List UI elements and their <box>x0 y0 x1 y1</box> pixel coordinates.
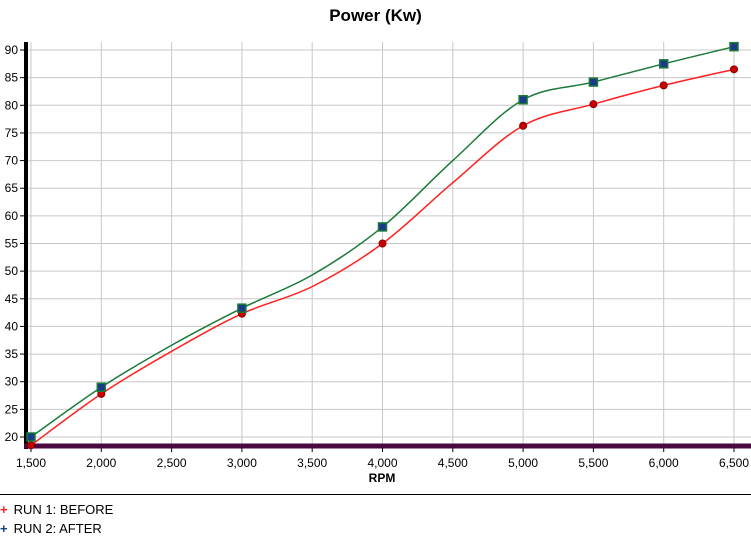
x-tick-label: 5,500 <box>578 456 608 470</box>
y-tick-label: 65 <box>5 181 19 195</box>
legend-marker-icon: + <box>0 502 8 517</box>
data-point <box>519 121 528 130</box>
data-point <box>730 65 738 74</box>
data-point <box>27 441 35 450</box>
legend-item-run1[interactable]: + RUN 1: BEFORE <box>0 502 113 517</box>
y-tick-label: 75 <box>5 126 19 140</box>
x-tick-label: 6,000 <box>649 456 679 470</box>
x-tick-label: 2,000 <box>86 456 116 470</box>
data-point <box>237 303 247 313</box>
y-tick-label: 55 <box>5 237 19 251</box>
y-tick-label: 80 <box>5 98 19 112</box>
data-point <box>589 100 598 109</box>
data-point <box>26 432 36 442</box>
y-tick-label: 20 <box>5 430 19 444</box>
x-tick-label: 3,000 <box>227 456 257 470</box>
legend-label: RUN 1: BEFORE <box>13 502 114 517</box>
y-tick-label: 30 <box>5 375 19 389</box>
y-tick-label: 85 <box>5 71 19 85</box>
y-tick-label: 45 <box>5 292 19 306</box>
y-tick-label: 60 <box>5 209 19 223</box>
data-point <box>659 81 668 90</box>
data-point <box>518 95 528 105</box>
x-tick-label: 2,500 <box>157 456 187 470</box>
y-tick-label: 35 <box>5 347 19 361</box>
data-point <box>729 41 739 52</box>
legend-item-run2[interactable]: + RUN 2: AFTER <box>0 521 102 536</box>
y-tick-label: 50 <box>5 264 19 278</box>
y-tick-label: 25 <box>5 402 19 416</box>
data-point <box>378 239 387 248</box>
x-tick-label: 3,500 <box>297 456 327 470</box>
data-point <box>96 382 107 392</box>
data-point <box>377 222 388 232</box>
x-tick-label: 1,500 <box>16 456 46 470</box>
legend-label: RUN 2: AFTER <box>13 521 102 536</box>
chart-title: Power (Kw) <box>329 6 422 25</box>
x-tick-label: 4,000 <box>367 456 397 470</box>
data-point <box>658 59 669 69</box>
x-tick-label: 6,500 <box>719 456 749 470</box>
legend-separator <box>0 494 751 495</box>
x-axis-label: RPM <box>369 471 396 485</box>
legend-marker-icon: + <box>0 521 8 536</box>
x-tick-label: 4,500 <box>438 456 468 470</box>
x-tick-label: 5,000 <box>508 456 538 470</box>
y-tick-label: 90 <box>5 43 19 57</box>
y-tick-label: 40 <box>5 319 19 333</box>
y-tick-label: 70 <box>5 154 19 168</box>
data-point <box>588 77 599 87</box>
